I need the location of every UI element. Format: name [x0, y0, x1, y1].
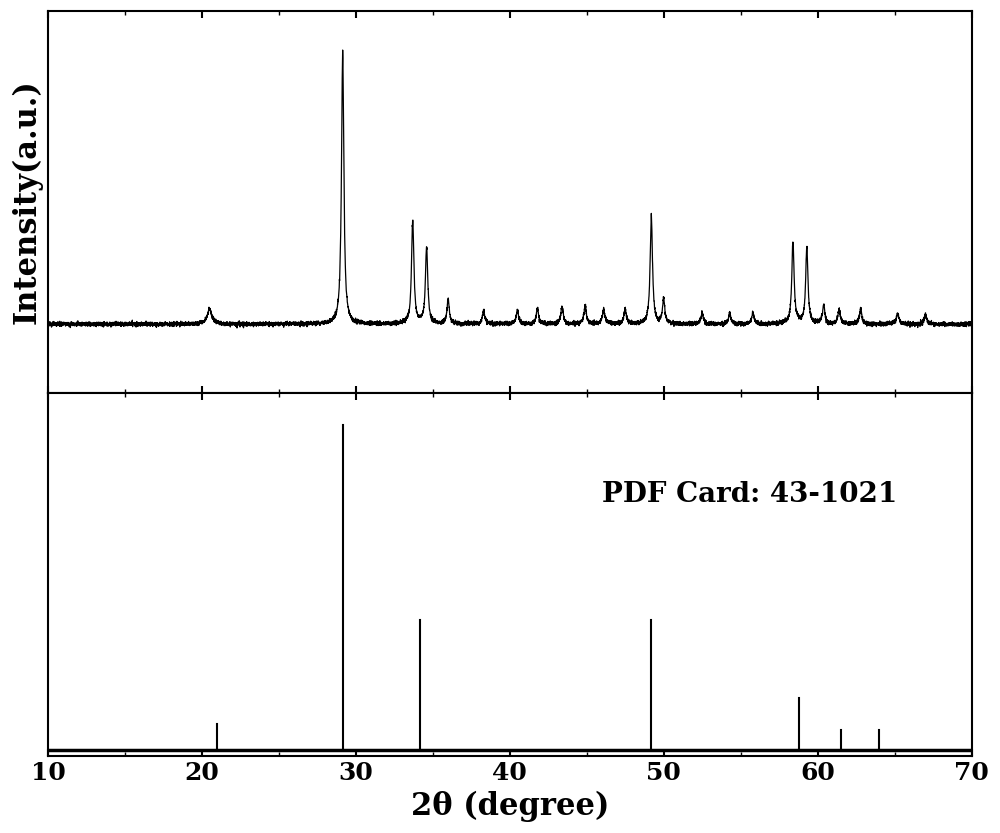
X-axis label: 2θ (degree): 2θ (degree) [411, 791, 609, 822]
Text: PDF Card: 43-1021: PDF Card: 43-1021 [602, 481, 897, 508]
Y-axis label: Intensity(a.u.): Intensity(a.u.) [11, 80, 42, 324]
